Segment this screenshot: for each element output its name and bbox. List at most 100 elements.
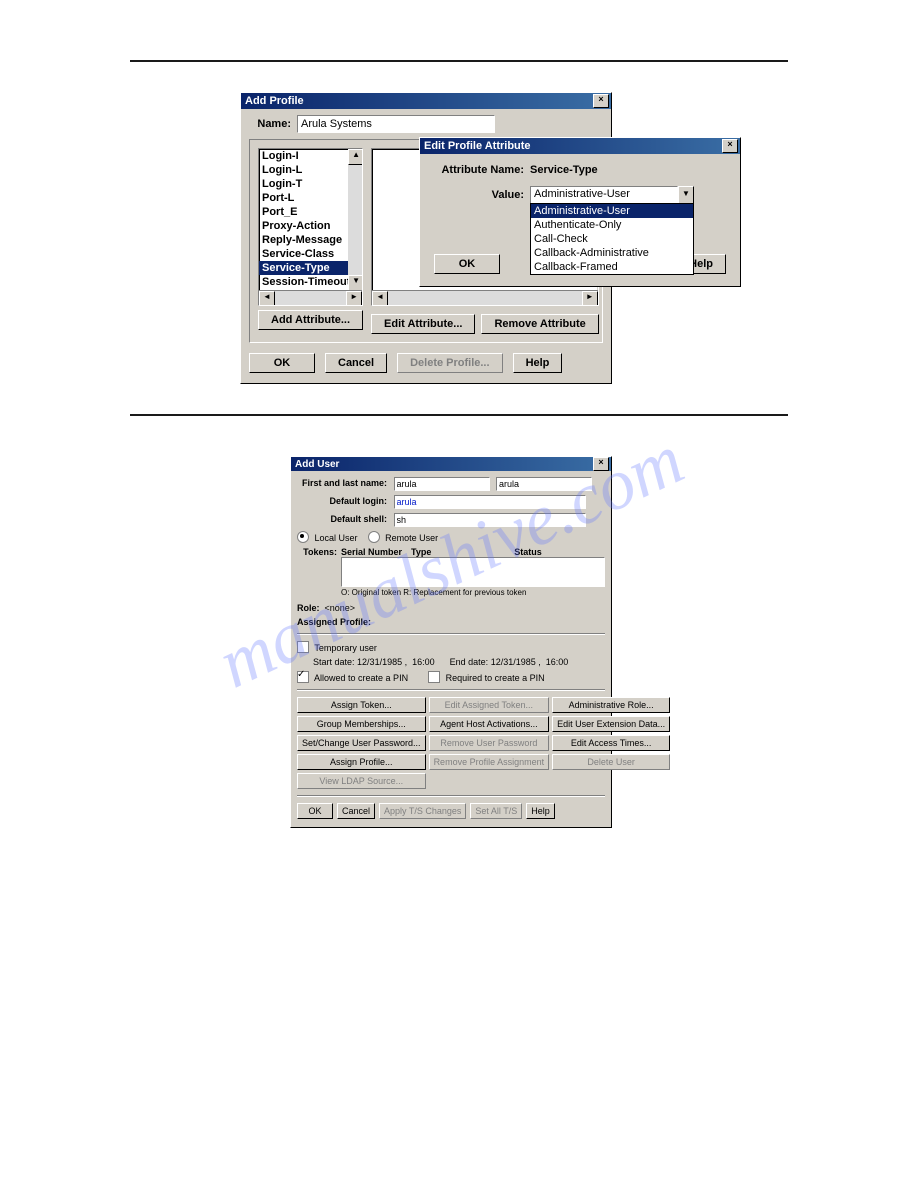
- start-date-label: Start date:: [313, 657, 355, 667]
- list-item[interactable]: Reply-Message: [259, 233, 362, 247]
- edit-user-ext-button[interactable]: Edit User Extension Data...: [552, 716, 670, 732]
- remote-user-radio[interactable]: [368, 531, 380, 543]
- cancel-button[interactable]: Cancel: [325, 353, 387, 373]
- top-rule: [130, 60, 788, 62]
- list-item[interactable]: Login-T: [259, 177, 362, 191]
- edit-attr-titlebar[interactable]: Edit Profile Attribute ×: [420, 138, 740, 154]
- cancel-button[interactable]: Cancel: [337, 803, 375, 819]
- edit-attribute-button[interactable]: Edit Attribute...: [371, 314, 475, 334]
- attr-name-label: Attribute Name:: [434, 164, 524, 176]
- allowed-pin-label: Allowed to create a PIN: [314, 673, 408, 683]
- tokens-listbox[interactable]: [341, 557, 605, 587]
- mid-rule: [130, 414, 788, 416]
- last-name-input[interactable]: [496, 477, 592, 491]
- close-icon[interactable]: ×: [722, 139, 738, 153]
- list-item[interactable]: Port-L: [259, 191, 362, 205]
- profile-name-input[interactable]: [297, 115, 495, 133]
- list-item[interactable]: Service-Class: [259, 247, 362, 261]
- set-change-pw-button[interactable]: Set/Change User Password...: [297, 735, 426, 751]
- list-item[interactable]: Service-Type: [259, 261, 362, 275]
- dropdown-option[interactable]: Callback-Framed: [531, 260, 693, 274]
- scrollbar-h-right[interactable]: ◄ ►: [372, 290, 598, 305]
- add-user-window: Add User × First and last name: Default …: [290, 456, 612, 828]
- list-item[interactable]: Login-L: [259, 163, 362, 177]
- required-pin-check[interactable]: [428, 671, 440, 683]
- token-legend: O: Original token R: Replacement for pre…: [341, 588, 605, 597]
- scrollbar-v[interactable]: ▲ ▼: [348, 149, 362, 291]
- value-combobox[interactable]: Administrative-User: [530, 186, 678, 204]
- divider: [297, 633, 605, 635]
- set-all-ts-button: Set All T/S: [470, 803, 522, 819]
- dropdown-option[interactable]: Authenticate-Only: [531, 218, 693, 232]
- divider: [297, 795, 605, 797]
- dropdown-option[interactable]: Callback-Administrative: [531, 246, 693, 260]
- tokens-col-serial: Serial Number: [341, 547, 411, 557]
- apply-ts-button: Apply T/S Changes: [379, 803, 466, 819]
- help-button[interactable]: Help: [513, 353, 563, 373]
- default-shell-input[interactable]: [394, 513, 586, 527]
- scroll-right-icon[interactable]: ►: [346, 291, 362, 306]
- list-item[interactable]: Login-I: [259, 149, 362, 163]
- add-profile-title: Add Profile: [245, 95, 593, 107]
- scroll-up-icon[interactable]: ▲: [348, 149, 363, 165]
- temporary-user-label: Temporary user: [314, 643, 377, 653]
- remove-pw-button: Remove User Password: [429, 735, 550, 751]
- add-attribute-button[interactable]: Add Attribute...: [258, 310, 363, 330]
- attr-name-value: Service-Type: [530, 164, 598, 176]
- group-memberships-button[interactable]: Group Memberships...: [297, 716, 426, 732]
- ok-button[interactable]: OK: [249, 353, 315, 373]
- close-icon[interactable]: ×: [593, 457, 609, 471]
- add-user-titlebar[interactable]: Add User ×: [291, 457, 611, 471]
- value-dropdown-list[interactable]: Administrative-UserAuthenticate-OnlyCall…: [530, 203, 694, 275]
- start-time-value: 16:00: [412, 657, 435, 667]
- nested-ok-button[interactable]: OK: [434, 254, 500, 274]
- tokens-col-type: Type: [411, 547, 451, 557]
- edit-assigned-token-button: Edit Assigned Token...: [429, 697, 550, 713]
- add-profile-window: Add Profile × Name: Login-ILogin-LLogin-…: [240, 92, 612, 384]
- end-date-value: 12/31/1985: [491, 657, 536, 667]
- default-login-input[interactable]: [394, 495, 586, 509]
- close-icon[interactable]: ×: [593, 94, 609, 108]
- list-item[interactable]: Session-Timeout: [259, 275, 362, 289]
- dropdown-option[interactable]: Administrative-User: [531, 204, 693, 218]
- edit-profile-attribute-dialog: Edit Profile Attribute × Attribute Name:…: [419, 137, 741, 287]
- value-label: Value:: [434, 186, 524, 204]
- tokens-col-status: Status: [451, 547, 605, 557]
- scrollbar-h[interactable]: ◄ ►: [259, 290, 362, 305]
- end-date-label: End date:: [450, 657, 489, 667]
- default-shell-label: Default shell:: [297, 514, 387, 524]
- delete-profile-button: Delete Profile...: [397, 353, 502, 373]
- remove-attribute-button[interactable]: Remove Attribute: [481, 314, 598, 334]
- scroll-right-icon[interactable]: ►: [582, 291, 598, 306]
- local-user-label: Local User: [315, 533, 358, 543]
- assign-token-button[interactable]: Assign Token...: [297, 697, 426, 713]
- first-name-input[interactable]: [394, 477, 490, 491]
- temporary-user-check[interactable]: [297, 641, 309, 653]
- default-login-label: Default login:: [297, 496, 387, 506]
- view-ldap-button: View LDAP Source...: [297, 773, 426, 789]
- assign-profile-button[interactable]: Assign Profile...: [297, 754, 426, 770]
- divider: [297, 689, 605, 691]
- chevron-down-icon[interactable]: ▼: [678, 186, 694, 204]
- agent-host-button[interactable]: Agent Host Activations...: [429, 716, 550, 732]
- add-user-title: Add User: [295, 459, 593, 470]
- edit-access-button[interactable]: Edit Access Times...: [552, 735, 670, 751]
- list-item[interactable]: Proxy-Action: [259, 219, 362, 233]
- admin-role-button[interactable]: Administrative Role...: [552, 697, 670, 713]
- scroll-left-icon[interactable]: ◄: [372, 291, 388, 306]
- scroll-left-icon[interactable]: ◄: [259, 291, 275, 306]
- list-item[interactable]: Port_E: [259, 205, 362, 219]
- scroll-down-icon[interactable]: ▼: [348, 275, 363, 291]
- add-profile-titlebar[interactable]: Add Profile ×: [241, 93, 611, 109]
- available-attributes-list[interactable]: Login-ILogin-LLogin-TPort-LPort_EProxy-A…: [258, 148, 363, 306]
- remote-user-label: Remote User: [385, 533, 438, 543]
- start-date-value: 12/31/1985: [357, 657, 402, 667]
- ok-button[interactable]: OK: [297, 803, 333, 819]
- role-value: <none>: [325, 603, 356, 613]
- help-button[interactable]: Help: [526, 803, 555, 819]
- local-user-radio[interactable]: [297, 531, 309, 543]
- dropdown-option[interactable]: Call-Check: [531, 232, 693, 246]
- tokens-label: Tokens:: [297, 547, 337, 557]
- role-label: Role:: [297, 603, 320, 613]
- allowed-pin-check[interactable]: [297, 671, 309, 683]
